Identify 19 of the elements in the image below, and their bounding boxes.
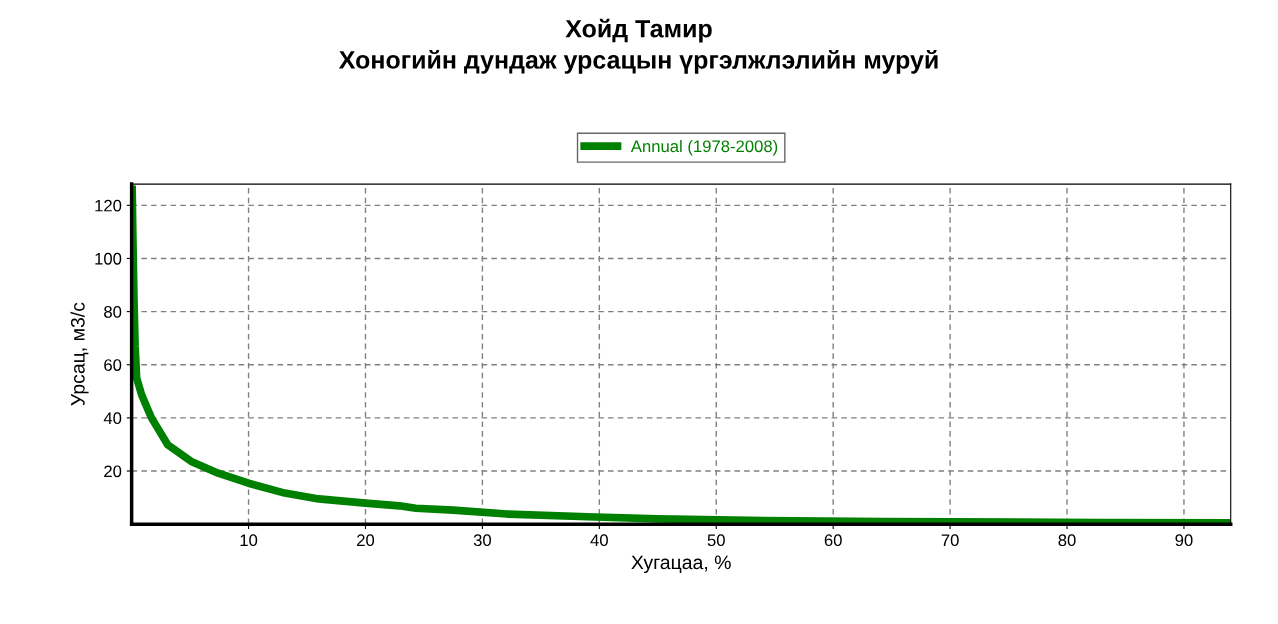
x-tick-label: 20 [357, 534, 375, 547]
y-tick-label: 100 [95, 252, 122, 265]
x-axis-title: Хугацаа, % [631, 555, 731, 574]
x-tick-label: 40 [590, 534, 608, 547]
x-tick-label: 90 [1175, 534, 1193, 547]
x-tick-label: 50 [707, 534, 725, 547]
x-tick-label: 10 [240, 534, 258, 547]
x-tick-label: 60 [824, 534, 842, 547]
y-tick-label: 60 [104, 359, 122, 371]
x-tick-label: 70 [941, 534, 959, 547]
legend-label: Annual (1978-2008) [630, 139, 778, 156]
chart-title: Хойд Тамир Хоногийн дундаж урсацын үргэлжлэлийн муруй [338, 18, 938, 74]
y-tick-label: 20 [104, 465, 122, 478]
y-tick-label: 120 [95, 199, 122, 212]
y-axis-title: Урсац, м3/с [70, 302, 89, 406]
x-tick-label: 80 [1058, 534, 1076, 547]
x-tick-label: 30 [473, 534, 492, 547]
y-tick-label: 80 [104, 306, 122, 318]
y-tick-label: 40 [103, 412, 122, 425]
